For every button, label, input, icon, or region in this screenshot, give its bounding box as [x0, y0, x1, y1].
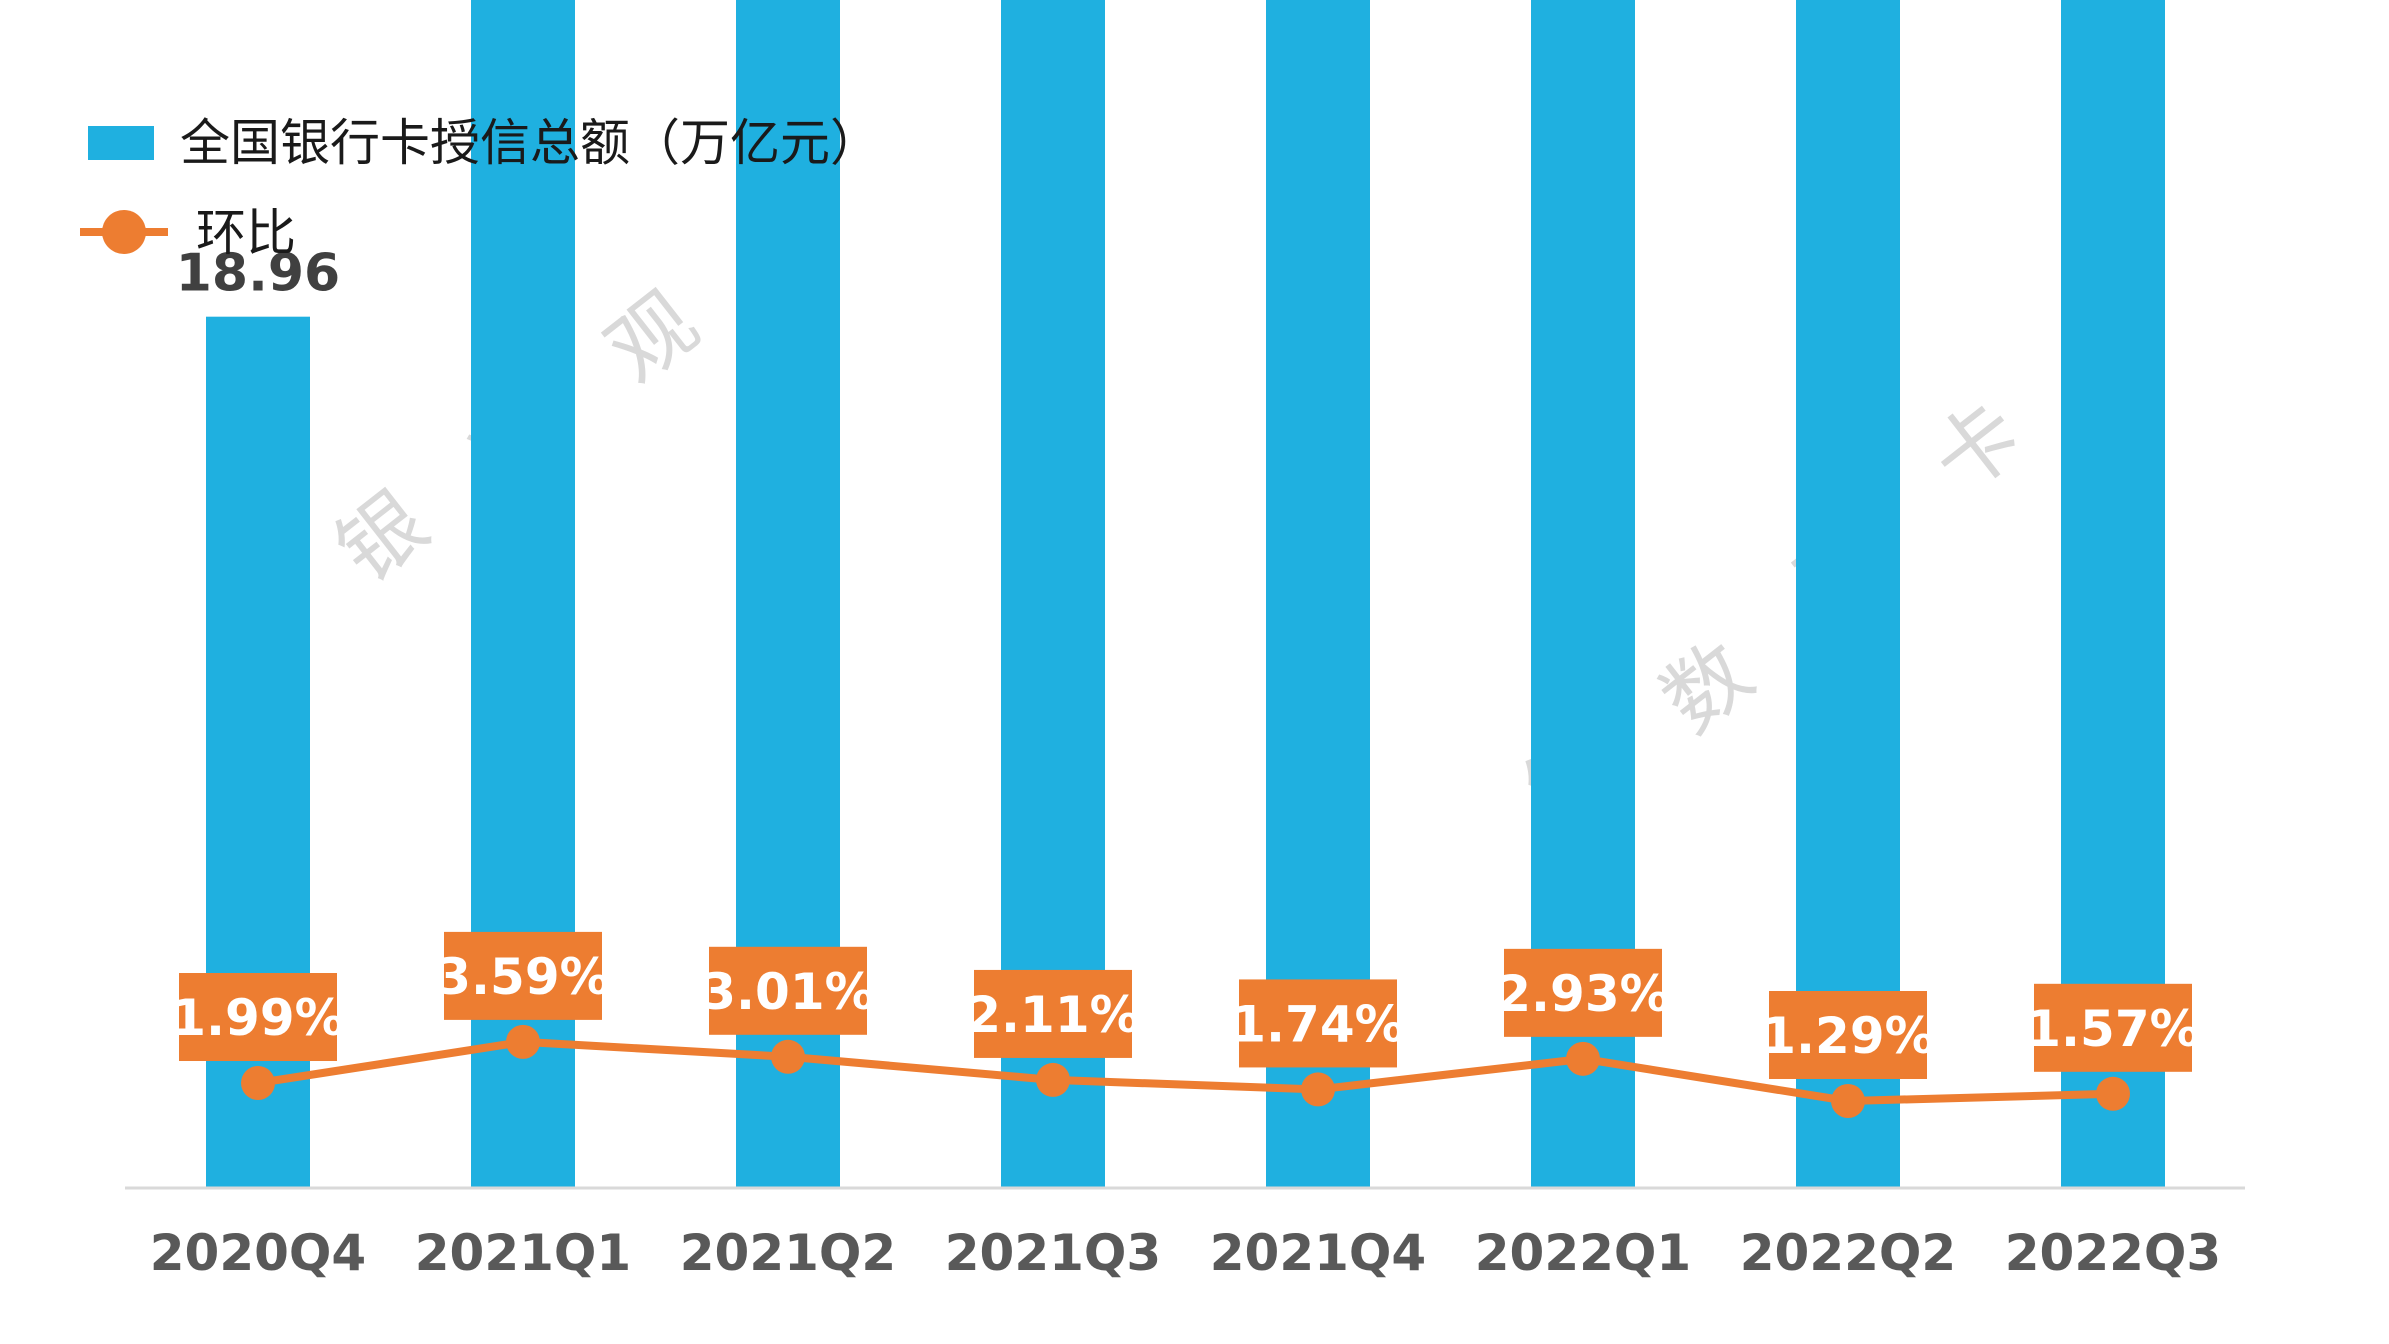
- percent-label: 2.11%: [966, 986, 1139, 1044]
- percent-label-box: [1239, 979, 1397, 1068]
- series-line: [257, 1037, 2114, 1105]
- watermark-char: 观: [589, 273, 716, 402]
- x-tick-label: 2020Q4: [150, 1224, 366, 1282]
- percent-label: 1.29%: [1761, 1007, 1934, 1065]
- percent-label: 1.57%: [2026, 1000, 2199, 1058]
- line-point: [771, 1039, 805, 1074]
- line-point: [506, 1024, 540, 1059]
- line-point: [1566, 1041, 1600, 1076]
- line-point: [1301, 1072, 1335, 1107]
- watermark-char: 卡: [1914, 383, 2041, 512]
- percent-label-box: [2034, 983, 2192, 1072]
- percent-labels: 1.99% 3.59% 3.01% 2.11% 1.74% 2.93% 1.29% 1.57%: [171, 931, 2200, 1079]
- percent-label-box: [1769, 991, 1927, 1079]
- x-tick-label: 2022Q1: [1475, 1224, 1691, 1282]
- x-tick-label: 2021Q4: [1210, 1224, 1426, 1282]
- x-tick-label: 2022Q2: [1740, 1224, 1956, 1282]
- percent-label: 3.01%: [701, 963, 874, 1021]
- line-point: [1036, 1062, 1070, 1097]
- percent-label: 3.59%: [436, 948, 609, 1006]
- x-tick-label: 2021Q1: [415, 1224, 631, 1282]
- line-series: [241, 1024, 2130, 1118]
- x-tick-label: 2022Q3: [2005, 1224, 2221, 1282]
- legend: 全国银行卡授信总额（万亿元） 环比: [80, 114, 880, 262]
- legend-bar-swatch: [88, 126, 154, 160]
- watermark-char: 银: [319, 473, 446, 602]
- line-point: [1831, 1084, 1865, 1118]
- x-axis-ticks: 2020Q4 2021Q1 2021Q2 2021Q3 2021Q4 2022Q1 2022…: [150, 1224, 2221, 1282]
- percent-label: 1.74%: [1231, 995, 1404, 1053]
- percent-label-box: [709, 946, 867, 1035]
- watermark: 银数观卡银数观卡: [319, 153, 2041, 842]
- legend-line-marker: [102, 210, 146, 254]
- legend-line-label: 环比: [196, 204, 296, 262]
- x-tick-label: 2021Q3: [945, 1224, 1161, 1282]
- percent-label-box: [444, 931, 602, 1020]
- percent-label-box: [179, 973, 337, 1062]
- percent-label: 1.99%: [171, 989, 344, 1047]
- percent-label-box: [974, 969, 1132, 1058]
- percent-label: 2.93%: [1496, 965, 1669, 1023]
- legend-bar-label: 全国银行卡授信总额（万亿元）: [180, 114, 880, 172]
- percent-label-box: [1504, 948, 1662, 1037]
- x-tick-label: 2021Q2: [680, 1224, 896, 1282]
- line-point: [241, 1066, 275, 1101]
- bar-value-label: 18.96: [176, 244, 340, 304]
- line-point: [2096, 1076, 2130, 1111]
- bar: [1796, 0, 1900, 1189]
- watermark-char: 数: [1644, 623, 1771, 752]
